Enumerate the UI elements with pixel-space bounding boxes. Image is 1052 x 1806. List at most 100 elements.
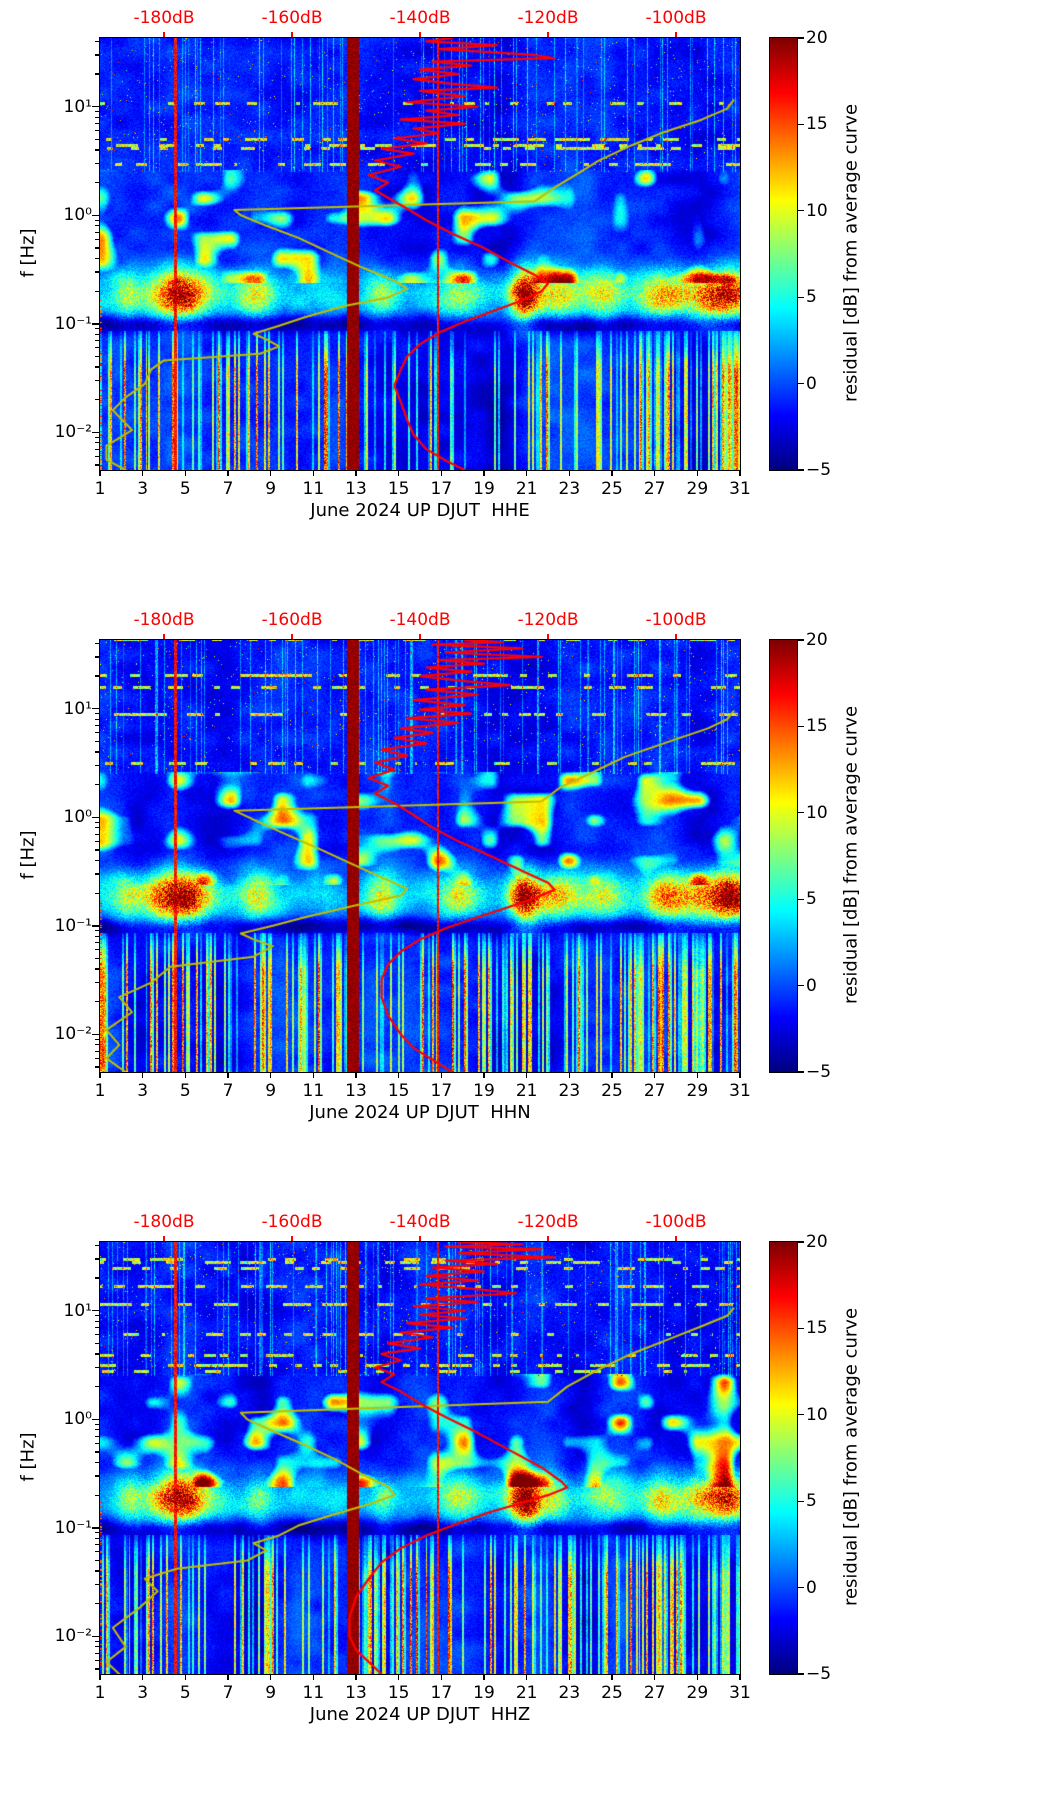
top-axis-tick-label: -140dB <box>389 8 451 28</box>
tick-mark <box>95 849 99 851</box>
top-axis-tick-label: -120dB <box>517 1212 579 1232</box>
tick-mark <box>95 379 99 382</box>
spectrogram-canvas <box>100 640 740 1072</box>
tick-mark <box>798 1071 804 1073</box>
tick-mark <box>798 898 804 900</box>
tick-mark <box>184 470 187 476</box>
tick-mark <box>95 1551 99 1553</box>
tick-mark <box>95 455 99 458</box>
tick-mark <box>92 1635 99 1638</box>
tick-mark <box>95 1429 99 1431</box>
tick-mark <box>95 355 99 358</box>
tick-mark <box>95 718 99 720</box>
spectrogram-plot <box>99 37 741 471</box>
tick-mark <box>95 149 99 151</box>
tick-mark <box>95 1366 99 1369</box>
tick-mark <box>95 724 99 727</box>
colorbar-tick-label: 0 <box>806 975 817 996</box>
y-axis-label: f [Hz] <box>17 1432 39 1482</box>
tick-mark <box>95 40 99 42</box>
tick-mark <box>92 1418 99 1420</box>
x-tick-label: 25 <box>601 1683 623 1703</box>
tick-mark <box>696 1674 699 1680</box>
tick-mark <box>798 296 804 298</box>
tick-mark <box>95 1326 99 1329</box>
tick-mark <box>95 290 99 292</box>
top-axis-tick-mark <box>547 1236 549 1241</box>
x-tick-label: 19 <box>473 479 495 499</box>
y-tick-label: 10⁻¹ <box>54 1517 92 1538</box>
tick-mark <box>95 1057 99 1060</box>
colorbar-tick-label: 0 <box>806 1577 817 1598</box>
tick-mark <box>95 1583 99 1586</box>
tick-mark <box>95 1532 99 1534</box>
tick-mark <box>95 827 99 829</box>
tick-mark <box>95 1668 99 1670</box>
tick-mark <box>739 470 741 476</box>
tick-mark <box>92 1310 99 1312</box>
tick-mark <box>227 470 229 476</box>
x-tick-label: 15 <box>387 1081 410 1101</box>
top-axis-tick-label: -140dB <box>389 610 451 630</box>
tick-mark <box>95 122 99 125</box>
x-tick-label: 21 <box>515 1683 538 1703</box>
y-axis-label: f [Hz] <box>17 830 39 880</box>
tick-mark <box>95 1659 99 1662</box>
tick-mark <box>227 1674 229 1680</box>
tick-mark <box>95 1570 99 1572</box>
tick-mark <box>95 138 99 140</box>
x-tick-label: 23 <box>558 1081 581 1101</box>
colorbar-tick-label: 20 <box>806 630 828 650</box>
colorbar-tick-label: 0 <box>806 373 817 394</box>
tick-mark <box>798 37 804 39</box>
top-axis-tick-mark <box>291 1236 293 1241</box>
tick-mark <box>611 470 613 476</box>
y-tick-label: 10⁻² <box>54 1626 92 1647</box>
x-tick-label: 25 <box>601 479 623 499</box>
panel-title: June 2024 UP DJUT HHN <box>309 1102 531 1123</box>
x-tick-label: 5 <box>179 1683 191 1703</box>
top-axis-tick-label: -160dB <box>261 610 323 630</box>
tick-mark <box>95 1386 99 1388</box>
tick-mark <box>184 1674 187 1680</box>
tick-mark <box>92 431 99 434</box>
y-tick-label: 10⁰ <box>63 807 92 828</box>
tick-mark <box>355 1072 357 1078</box>
tick-mark <box>95 1038 99 1040</box>
tick-mark <box>312 1072 315 1078</box>
tick-mark <box>798 1500 804 1502</box>
tick-mark <box>95 784 99 786</box>
tick-mark <box>95 968 99 970</box>
tick-mark <box>95 675 99 677</box>
top-axis-tick-label: -180dB <box>133 8 195 28</box>
tick-mark <box>312 470 315 476</box>
tick-mark <box>440 1072 443 1078</box>
top-axis-tick-mark <box>163 634 165 639</box>
tick-mark <box>184 1072 187 1078</box>
spectrogram-canvas <box>100 1242 740 1674</box>
top-axis-tick-mark <box>419 32 421 37</box>
tick-mark <box>95 859 99 862</box>
tick-mark <box>95 271 99 273</box>
tick-mark <box>95 1451 99 1453</box>
tick-mark <box>95 366 99 368</box>
tick-mark <box>397 1072 400 1078</box>
tick-mark <box>95 231 99 233</box>
tick-mark <box>95 448 99 450</box>
tick-mark <box>95 1044 99 1046</box>
x-tick-label: 3 <box>137 1081 149 1101</box>
x-tick-label: 7 <box>222 479 234 499</box>
tick-mark <box>95 1640 99 1642</box>
tick-mark <box>95 1544 99 1546</box>
tick-mark <box>95 182 99 184</box>
tick-mark <box>95 162 99 165</box>
colorbar-tick-label: 10 <box>806 802 828 823</box>
top-axis-tick-label: -180dB <box>133 610 195 630</box>
tick-mark <box>95 1320 99 1322</box>
colorbar-tick-label: −5 <box>806 1664 832 1684</box>
top-axis-tick-mark <box>291 634 293 639</box>
tick-mark <box>525 1674 528 1680</box>
tick-mark <box>141 470 144 476</box>
tick-mark <box>92 323 99 325</box>
